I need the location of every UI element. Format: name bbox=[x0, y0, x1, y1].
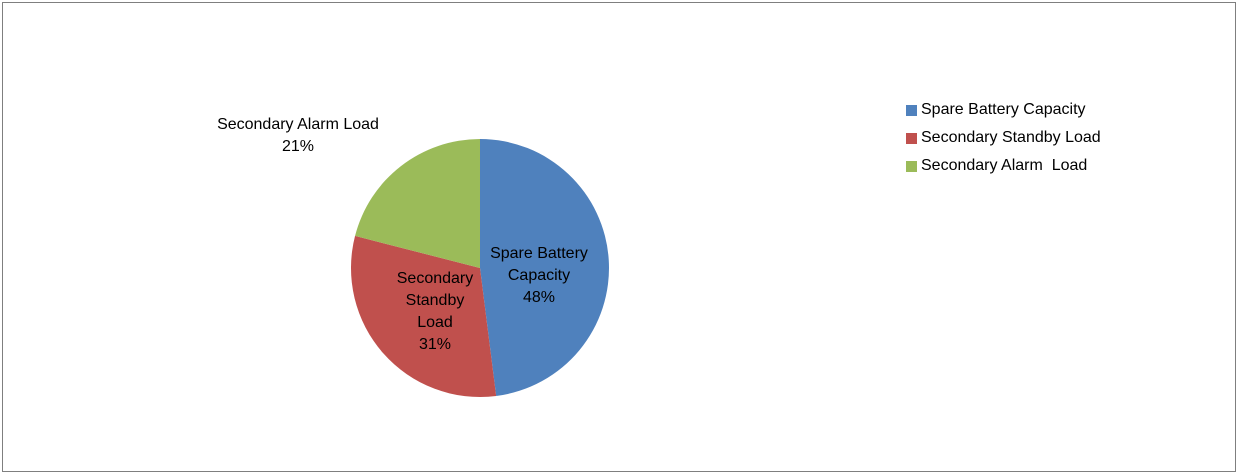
data-label-percent: 31% bbox=[419, 336, 451, 353]
legend-label-secondary-standby-load: Secondary Standby Load bbox=[921, 129, 1101, 146]
data-label-secondary-alarm-load: Secondary Alarm Load 21% bbox=[217, 116, 379, 155]
legend-label-secondary-alarm-load: Secondary Alarm Load bbox=[921, 157, 1088, 174]
data-label-spare-battery-capacity: Spare Battery Capacity 48% bbox=[490, 245, 588, 306]
data-label-percent: 21% bbox=[282, 138, 314, 155]
pie-slice-secondary-alarm-load bbox=[355, 139, 480, 268]
pie-slice-secondary-standby-load bbox=[351, 235, 497, 397]
legend-item-spare-battery-capacity: Spare Battery Capacity bbox=[906, 96, 1101, 124]
legend-item-secondary-standby-load: Secondary Standby Load bbox=[906, 124, 1101, 152]
legend-swatch-secondary-standby-load bbox=[906, 132, 917, 144]
pie-slice-spare-battery-capacity bbox=[480, 139, 609, 396]
legend-swatch-spare-battery-capacity bbox=[906, 104, 917, 116]
data-label-text: Secondary bbox=[397, 270, 474, 287]
legend-item-secondary-alarm-load: Secondary Alarm Load bbox=[906, 152, 1101, 180]
legend-swatch-secondary-alarm-load bbox=[906, 160, 917, 172]
data-label-text: Secondary Alarm Load bbox=[217, 116, 379, 133]
legend-label-spare-battery-capacity: Spare Battery Capacity bbox=[921, 101, 1086, 118]
data-label-secondary-standby-load: Secondary Standby Load 31% bbox=[397, 270, 474, 353]
data-label-text: Standby bbox=[406, 292, 465, 309]
legend: Spare Battery Capacity Secondary Standby… bbox=[906, 96, 1101, 180]
data-label-text: Capacity bbox=[508, 267, 570, 284]
data-label-text: Load bbox=[417, 314, 453, 331]
data-label-percent: 48% bbox=[523, 289, 555, 306]
data-label-text: Spare Battery bbox=[490, 245, 588, 262]
